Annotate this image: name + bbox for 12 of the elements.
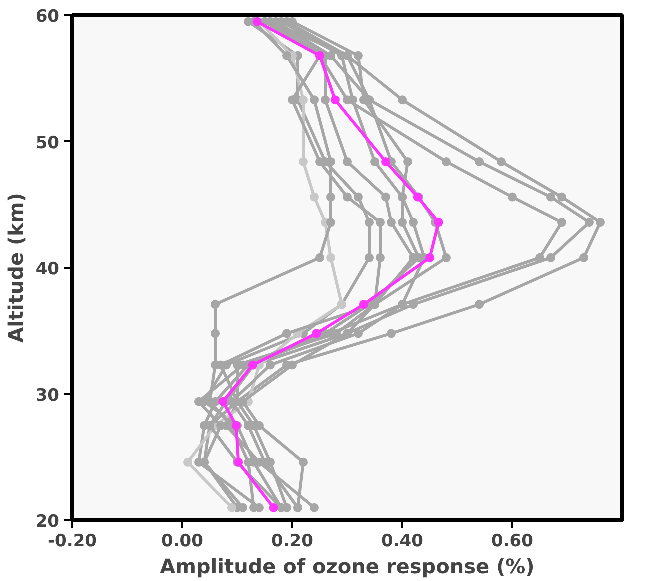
x-tick-label: 0.60 — [492, 532, 534, 552]
y-tick-label: 60 — [36, 7, 60, 27]
y-tick-label: 40 — [36, 260, 60, 280]
y-tick-label: 20 — [36, 512, 60, 532]
x-axis-title: Amplitude of ozone response (%) — [160, 554, 535, 578]
x-tick-label: 0.00 — [162, 532, 204, 552]
y-tick-label: 50 — [36, 133, 60, 154]
y-axis-title: Altitude (km) — [4, 193, 28, 343]
y-tick-label: 30 — [36, 386, 60, 406]
x-tick-label: 0.20 — [272, 532, 314, 552]
x-tick-label: 0.40 — [382, 532, 424, 552]
x-tick-label: -0.20 — [48, 532, 98, 552]
